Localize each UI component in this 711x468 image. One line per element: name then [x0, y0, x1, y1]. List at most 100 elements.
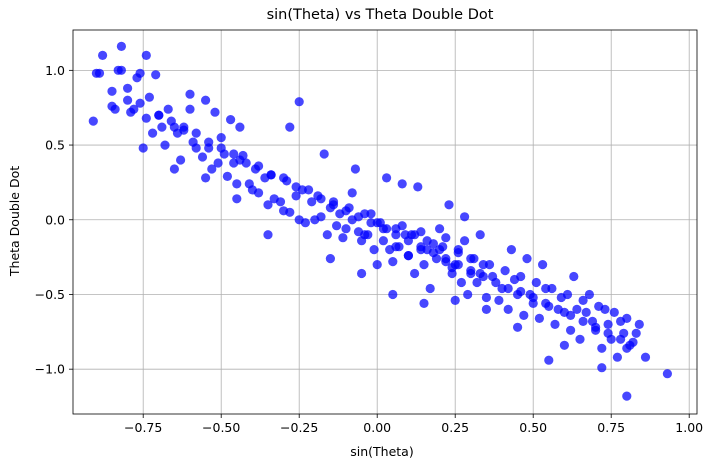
scatter-point: [263, 200, 273, 210]
scatter-point: [235, 122, 245, 132]
scatter-point: [640, 352, 651, 362]
scatter-point: [435, 224, 445, 234]
scatter-point: [185, 104, 195, 114]
scatter-point: [360, 230, 370, 240]
scatter-point: [503, 304, 513, 314]
scatter-point: [566, 325, 576, 335]
y-tick-label: −0.5: [35, 287, 65, 302]
scatter-point: [304, 185, 314, 195]
scatter-point: [484, 260, 495, 270]
scatter-point: [332, 221, 342, 231]
scatter-point: [500, 266, 510, 276]
scatter-point: [566, 310, 576, 320]
scatter-point: [360, 209, 370, 219]
scatter-point: [275, 197, 286, 207]
scatter-point: [441, 254, 451, 264]
scatter-point: [201, 173, 211, 183]
scatter-point: [388, 289, 398, 300]
scatter-point: [410, 268, 420, 279]
chart-title: sin(Theta) vs Theta Double Dot: [267, 7, 494, 23]
scatter-point: [416, 227, 426, 237]
scatter-point: [307, 197, 317, 207]
y-tick-label: 0.0: [45, 212, 65, 227]
scatter-point: [313, 191, 323, 201]
scatter-point: [441, 233, 451, 243]
scatter-point: [94, 68, 105, 78]
scatter-point: [148, 128, 158, 138]
scatter-point: [584, 289, 595, 300]
scatter-point: [235, 155, 245, 165]
scatter-point: [491, 277, 501, 288]
scatter-point: [141, 113, 151, 123]
scatter-point: [591, 322, 601, 332]
scatter-point: [603, 328, 613, 338]
scatter-point: [397, 221, 407, 231]
scatter-point: [553, 304, 563, 314]
scatter-point: [413, 182, 423, 192]
scatter-point: [226, 115, 236, 125]
scatter-point: [378, 236, 388, 246]
scatter-point: [382, 224, 392, 234]
y-tick-label: −1.0: [35, 362, 65, 377]
scatter-point: [135, 98, 145, 108]
scatter-point: [625, 340, 635, 350]
scatter-point: [216, 133, 226, 143]
scatter-point: [397, 179, 407, 189]
scatter-point: [428, 239, 438, 249]
scatter-point: [506, 245, 516, 255]
scatter-point: [572, 304, 582, 314]
scatter-point: [481, 304, 491, 314]
scatter-point: [344, 203, 354, 213]
scatter-point: [250, 164, 261, 174]
scatter-point: [559, 340, 570, 350]
scatter-point: [266, 170, 276, 180]
scatter-point: [372, 260, 382, 270]
scatter-point: [110, 104, 120, 114]
scatter-point: [338, 233, 348, 243]
scatter-point: [631, 328, 641, 338]
scatter-point: [450, 295, 460, 305]
scatter-point: [176, 155, 186, 165]
scatter-point: [160, 140, 170, 150]
scatter-point: [438, 242, 448, 252]
scatter-point: [600, 304, 610, 314]
scatter-point: [179, 122, 189, 132]
scatter-point: [569, 271, 579, 282]
scatter-point: [294, 97, 304, 107]
scatter-point: [453, 245, 463, 255]
scatter-point: [229, 149, 239, 159]
scatter-point: [219, 149, 229, 159]
scatter-point: [126, 107, 136, 117]
scatter-point: [603, 319, 613, 329]
scatter-point: [519, 310, 529, 320]
scatter-point: [516, 286, 526, 297]
scatter-point: [391, 242, 401, 252]
x-tick-label: 0.00: [363, 420, 391, 435]
scatter-point: [151, 70, 161, 80]
scatter-point: [166, 116, 176, 126]
scatter-point: [328, 197, 339, 207]
scatter-point: [157, 122, 167, 132]
scatter-point: [538, 260, 548, 270]
scatter-point: [578, 295, 588, 305]
grid-lines: [73, 30, 697, 414]
scatter-point: [341, 224, 351, 234]
scatter-point: [319, 149, 329, 159]
scatter-point: [169, 164, 179, 174]
scatter-point: [597, 343, 607, 353]
scatter-point: [163, 104, 173, 114]
scatter-point: [460, 212, 470, 222]
scatter-point: [123, 83, 133, 93]
scatter-point: [372, 218, 382, 228]
scatter-point: [116, 41, 126, 52]
scatter-point: [503, 283, 513, 294]
scatter-point: [634, 319, 644, 329]
scatter-point: [547, 283, 557, 294]
x-tick-label: 1.00: [675, 420, 703, 435]
scatter-point: [291, 191, 301, 201]
x-tick-label: 0.50: [519, 420, 547, 435]
scatter-point: [609, 307, 619, 317]
scatter-point: [382, 173, 392, 183]
scatter-point: [475, 268, 485, 279]
